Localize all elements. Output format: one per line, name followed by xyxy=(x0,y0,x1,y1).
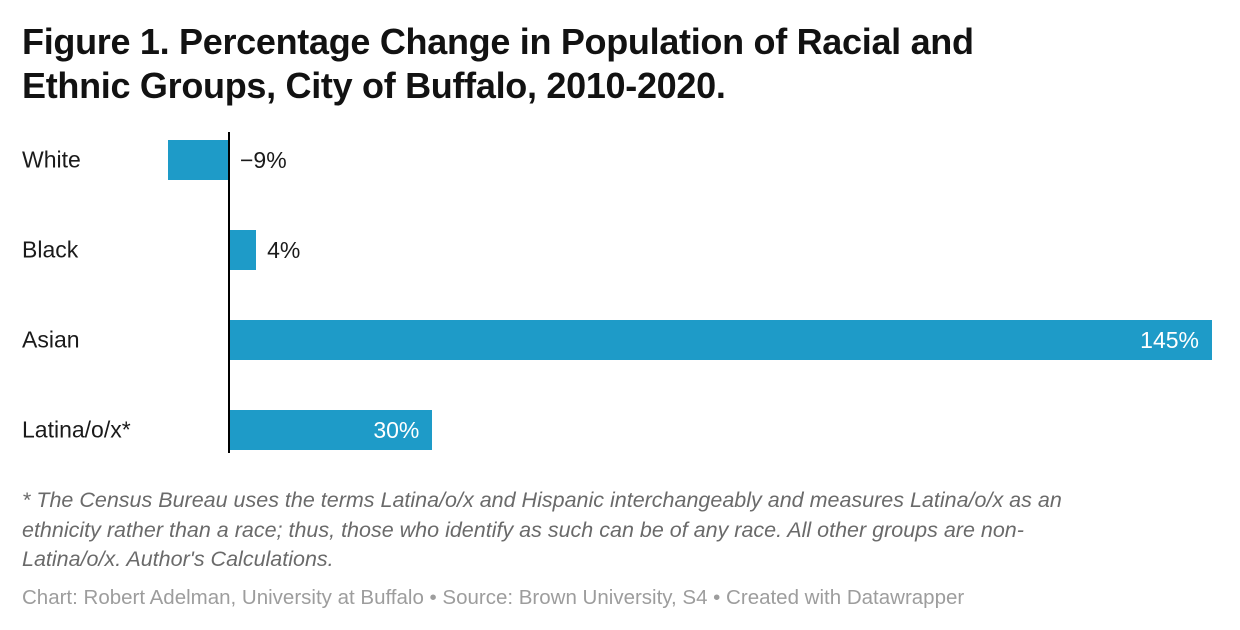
bar-row-asian: Asian 145% xyxy=(0,320,1240,360)
bar xyxy=(229,230,257,270)
bar-row-white: White −9% xyxy=(0,140,1240,180)
value-label: 30% xyxy=(373,417,420,443)
chart-title-line-2: Ethnic Groups, City of Buffalo, 2010-202… xyxy=(22,65,726,106)
bar-row-latina: Latina/o/x* 30% xyxy=(0,410,1240,450)
bar-row-black: Black 4% xyxy=(0,230,1240,270)
bar xyxy=(167,140,229,180)
value-label: −9% xyxy=(240,147,287,173)
credit-line: Chart: Robert Adelman, University at Buf… xyxy=(22,586,965,609)
bar xyxy=(229,320,1212,360)
category-label: Latina/o/x* xyxy=(22,416,131,443)
zero-axis-line xyxy=(228,132,230,453)
footnote-line-2: ethnicity rather than a race; thus, thos… xyxy=(22,517,1024,542)
category-label: White xyxy=(22,146,81,173)
chart-title: Figure 1. Percentage Change in Populatio… xyxy=(22,20,974,108)
bar xyxy=(229,410,433,450)
footnote-line-3: Latina/o/x. Author's Calculations. xyxy=(22,547,334,571)
value-label: 145% xyxy=(1140,327,1199,353)
footnote: * The Census Bureau uses the terms Latin… xyxy=(22,486,1222,575)
value-label: 4% xyxy=(267,237,301,263)
category-label: Asian xyxy=(22,326,80,353)
category-label: Black xyxy=(22,236,79,263)
footnote-line-1: * The Census Bureau uses the terms Latin… xyxy=(22,488,1062,512)
chart-title-line-1: Figure 1. Percentage Change in Populatio… xyxy=(22,21,974,62)
